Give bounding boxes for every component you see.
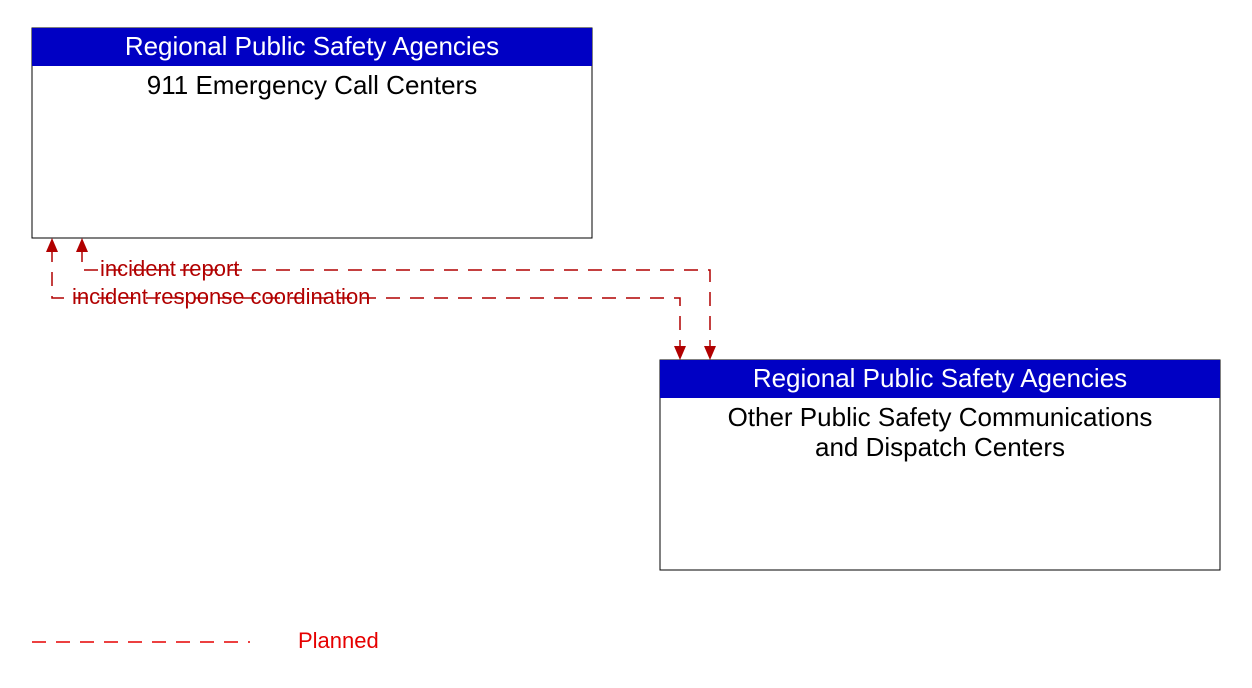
flow-incident-report-arrow-down <box>704 346 716 360</box>
legend: Planned <box>32 628 379 653</box>
node-bottom-body-line1: Other Public Safety Communications <box>728 402 1153 432</box>
node-other-dispatch-centers: Regional Public Safety Agencies Other Pu… <box>660 360 1220 570</box>
node-top-body-text: 911 Emergency Call Centers <box>147 70 477 100</box>
flow-incident-response-arrow-up <box>46 238 58 252</box>
node-bottom-body-line2: and Dispatch Centers <box>815 432 1065 462</box>
node-911-call-centers: Regional Public Safety Agencies 911 Emer… <box>32 28 592 238</box>
flow-incident-report-arrow-up <box>76 238 88 252</box>
flow-incident-response-label: incident response coordination <box>72 284 370 309</box>
node-bottom-header-text: Regional Public Safety Agencies <box>753 363 1127 393</box>
node-top-header-text: Regional Public Safety Agencies <box>125 31 499 61</box>
architecture-diagram: Regional Public Safety Agencies 911 Emer… <box>0 0 1252 688</box>
flow-incident-report-label: incident report <box>100 256 239 281</box>
flow-incident-response-arrow-down <box>674 346 686 360</box>
legend-planned-label: Planned <box>298 628 379 653</box>
